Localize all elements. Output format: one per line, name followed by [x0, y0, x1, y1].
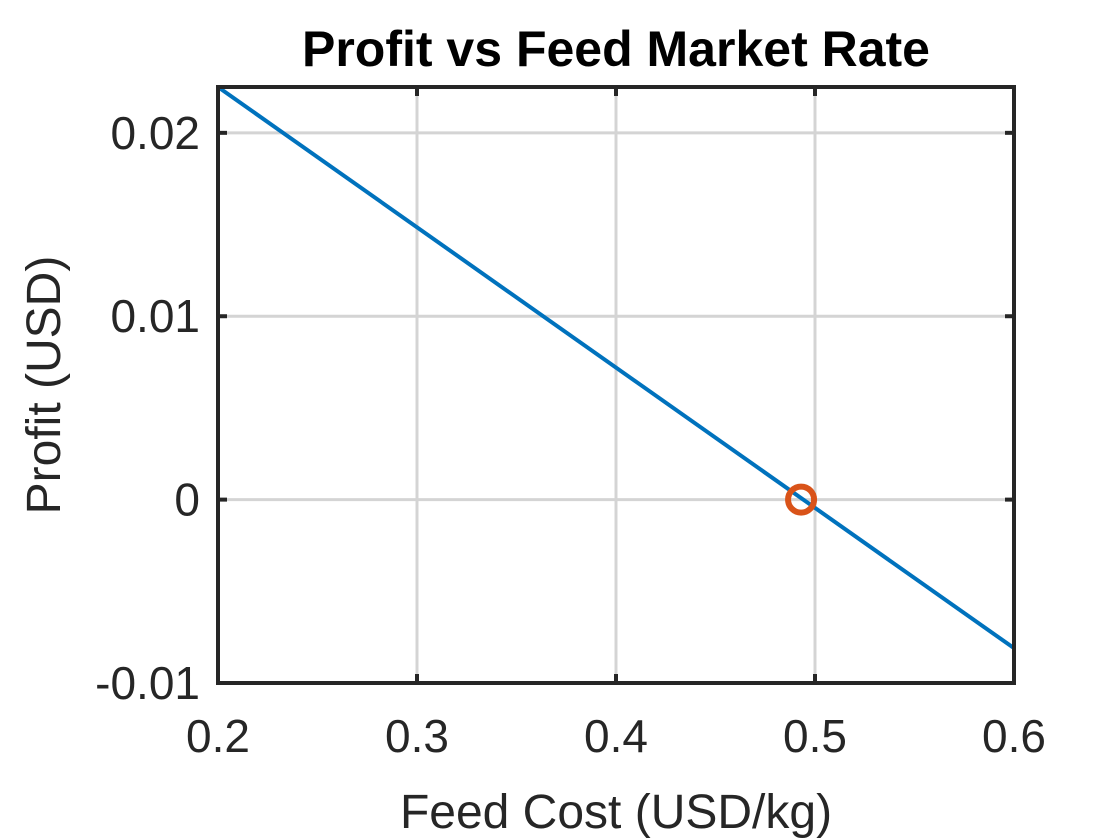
- y-tick-label: -0.01: [95, 657, 200, 709]
- y-axis-label: Profit (USD): [18, 256, 71, 515]
- break-even-marker: [785, 483, 818, 516]
- x-tick-label: 0.4: [584, 710, 648, 762]
- grid: [218, 87, 1014, 683]
- chart-title: Profit vs Feed Market Rate: [302, 21, 930, 77]
- y-tick-labels: -0.01 0 0.01 0.02: [95, 107, 200, 709]
- x-tick-label: 0.5: [783, 710, 847, 762]
- x-tick-label: 0.2: [186, 710, 250, 762]
- x-tick-label: 0.3: [385, 710, 449, 762]
- plot-area: [216, 85, 1016, 650]
- x-tick-label: 0.6: [982, 710, 1046, 762]
- x-axis-label: Feed Cost (USD/kg): [400, 786, 832, 839]
- axes-box: [216, 85, 1016, 685]
- y-tick-label: 0: [174, 474, 200, 526]
- profit-line: [216, 85, 1016, 650]
- y-tick-label: 0.02: [110, 107, 200, 159]
- y-tick-label: 0.01: [110, 290, 200, 342]
- x-tick-labels: 0.2 0.3 0.4 0.5 0.6: [186, 710, 1046, 762]
